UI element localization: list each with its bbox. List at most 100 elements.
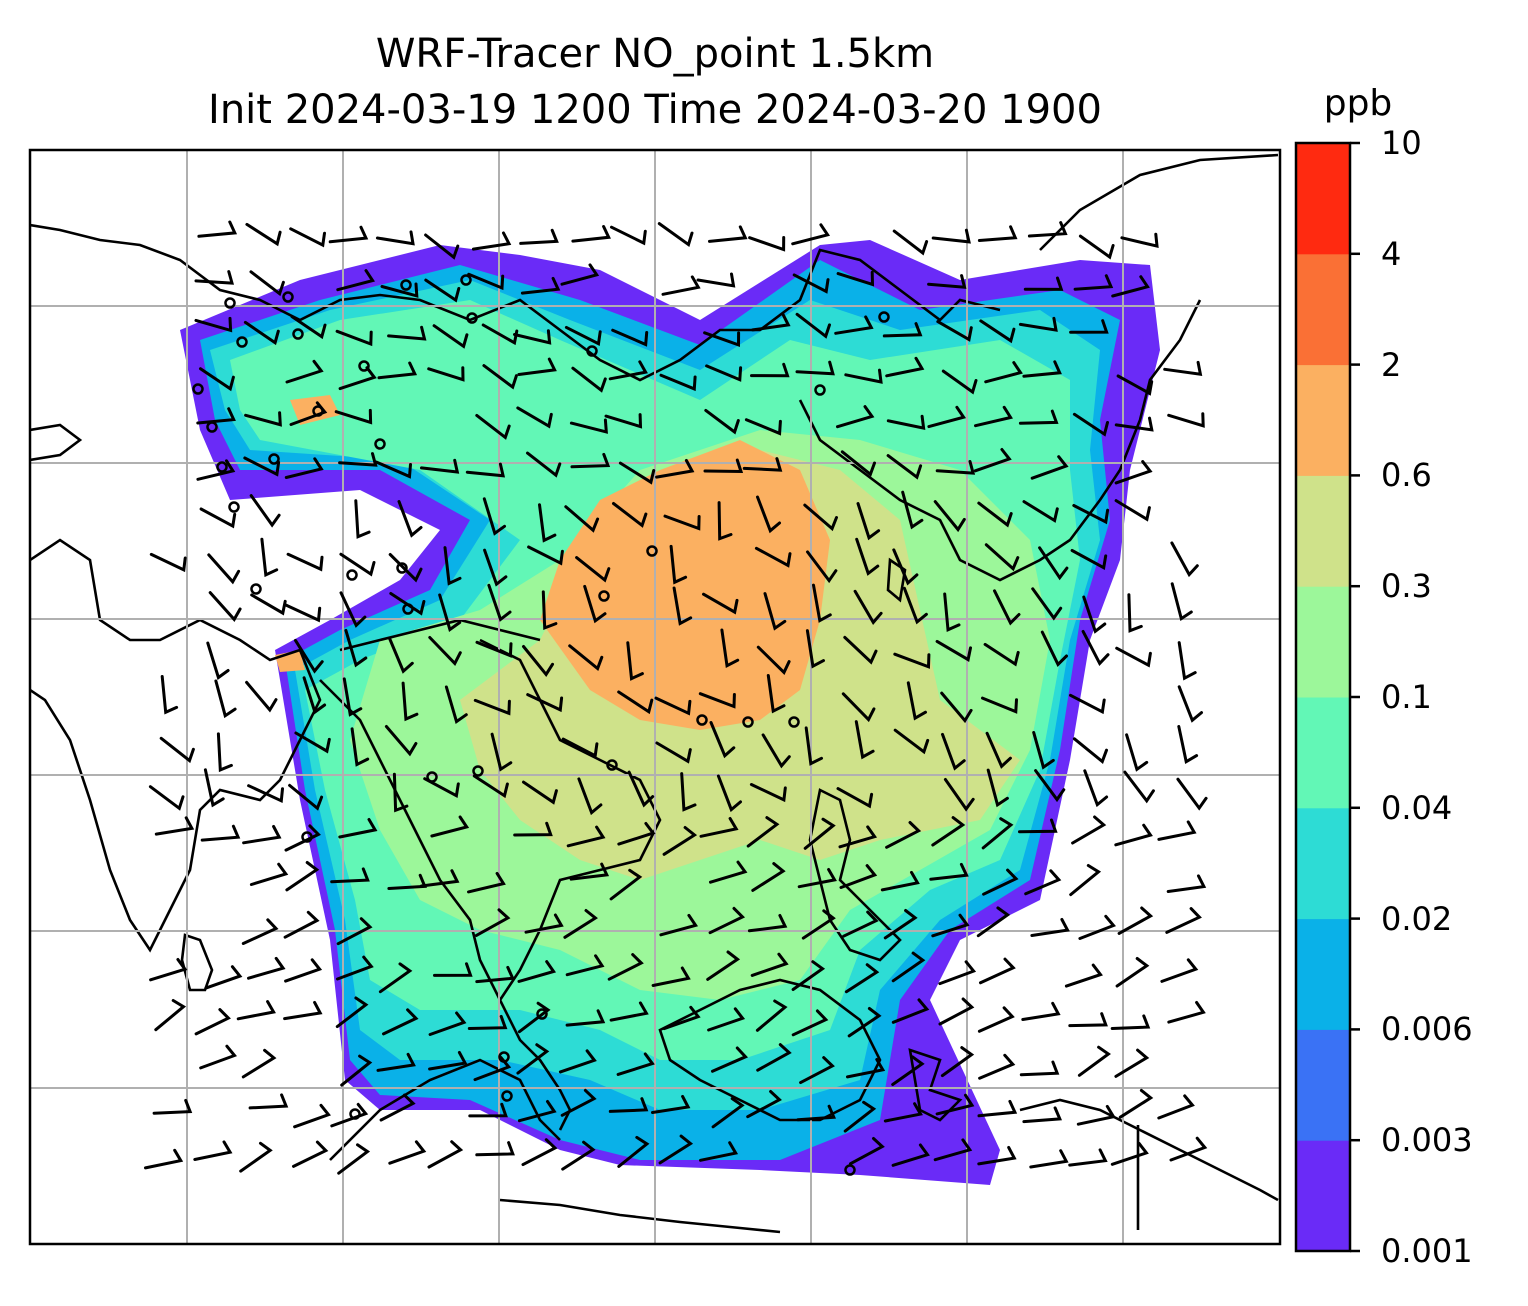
wind-barb	[755, 999, 788, 1032]
colorbar-tick-label: 0.003	[1381, 1121, 1473, 1160]
wind-barb	[214, 679, 237, 719]
wind-barb	[854, 720, 875, 760]
wind-barb	[886, 454, 923, 480]
wind-barb	[1177, 641, 1197, 681]
map-frame	[28, 148, 1282, 1246]
calm-wind-circle	[216, 461, 228, 473]
wind-barb	[935, 639, 972, 662]
philippines	[808, 788, 902, 962]
wind-barb	[1110, 1014, 1151, 1030]
wind-barb	[526, 451, 562, 478]
wind-barb	[608, 360, 648, 381]
wind-barb	[838, 825, 878, 849]
calm-wind-circle	[498, 1051, 510, 1063]
wind-barb	[893, 728, 930, 755]
wind-barb	[746, 816, 780, 848]
wind-barb	[927, 405, 967, 429]
wind-barb	[197, 220, 238, 238]
wind-barb	[705, 364, 743, 382]
wind-barb	[893, 652, 931, 669]
wind-barb	[1030, 918, 1070, 937]
wind-barb	[927, 274, 967, 289]
wind-barb	[796, 1104, 837, 1122]
wind-barb	[941, 732, 966, 771]
wind-barb	[1070, 549, 1108, 571]
wind-barb	[616, 1052, 655, 1076]
wind-barb	[517, 1100, 557, 1123]
calm-wind-circle	[224, 297, 236, 309]
calm-wind-circle	[501, 1090, 513, 1102]
calm-wind-circle	[426, 771, 438, 783]
wind-barb	[420, 458, 460, 474]
wind-barb	[1018, 818, 1058, 834]
wind-barb	[880, 870, 920, 892]
wind-barb	[844, 368, 883, 384]
wind-barb	[288, 783, 324, 811]
wind-barb	[981, 696, 1018, 714]
wind-barb	[655, 741, 692, 764]
wind-barb	[709, 721, 736, 759]
wind-barb	[564, 325, 602, 346]
wind-barb	[330, 1102, 369, 1128]
wind-barb	[1019, 1060, 1060, 1077]
wind-barb	[387, 325, 427, 341]
wind-barb	[292, 1140, 329, 1168]
wind-barb	[1018, 316, 1058, 332]
wind-barb	[791, 1009, 829, 1037]
wind-barb	[375, 230, 415, 246]
colorbar-unit-label: ppb	[1323, 83, 1393, 124]
calm-wind-circle	[268, 453, 280, 465]
wind-barb	[293, 1103, 331, 1129]
wind-barb	[806, 550, 838, 584]
wind-barb	[354, 499, 371, 539]
calm-wind-circle	[349, 1108, 361, 1120]
wind-barb	[1078, 234, 1115, 260]
wind-barb	[482, 364, 518, 390]
wind-barb	[583, 584, 607, 624]
wind-barb	[248, 1093, 289, 1110]
wind-barb	[756, 495, 781, 534]
wind-barb	[795, 312, 831, 339]
wind-barb	[471, 231, 512, 251]
wind-barb	[558, 1049, 597, 1074]
wind-barb	[538, 503, 557, 543]
sumatra	[329, 1058, 561, 1161]
wind-barb	[933, 1138, 973, 1162]
wind-barb	[940, 691, 973, 724]
wind-barb	[1022, 1106, 1063, 1124]
wind-barb	[475, 413, 511, 440]
wind-barb	[707, 1007, 746, 1032]
wind-barb	[836, 270, 875, 287]
wind-barb	[978, 1053, 1016, 1080]
wind-barb	[1069, 693, 1106, 715]
wind-barb	[885, 821, 922, 849]
wind-barb	[160, 675, 179, 715]
wind-barb	[521, 1138, 558, 1167]
wind-barb	[883, 1102, 923, 1123]
wind-barb	[1165, 907, 1202, 934]
wind-barb	[204, 965, 243, 990]
colorbar-tick-label: 0.3	[1381, 567, 1432, 606]
wind-barb	[335, 329, 373, 347]
wind-barb	[483, 548, 508, 587]
wind-barb	[720, 628, 740, 668]
wind-barb	[522, 780, 558, 805]
wind-barb	[517, 1001, 551, 1034]
wind-barb	[342, 677, 363, 717]
korea-japan	[1039, 153, 1279, 251]
calm-wind-circle	[646, 545, 658, 557]
wind-barb	[795, 360, 835, 376]
wind-barb	[561, 1140, 596, 1171]
wind-barb	[1034, 769, 1066, 803]
wind-barb	[397, 500, 423, 538]
wind-barb	[626, 641, 644, 681]
colorbar-swatch	[1296, 364, 1350, 476]
wind-barb	[380, 282, 419, 298]
wind-barb	[249, 270, 285, 297]
wind-barb	[1069, 319, 1109, 334]
wind-barb	[941, 369, 978, 395]
wind-barb	[792, 273, 830, 294]
wind-barb	[791, 960, 826, 991]
wind-barb	[659, 373, 697, 392]
